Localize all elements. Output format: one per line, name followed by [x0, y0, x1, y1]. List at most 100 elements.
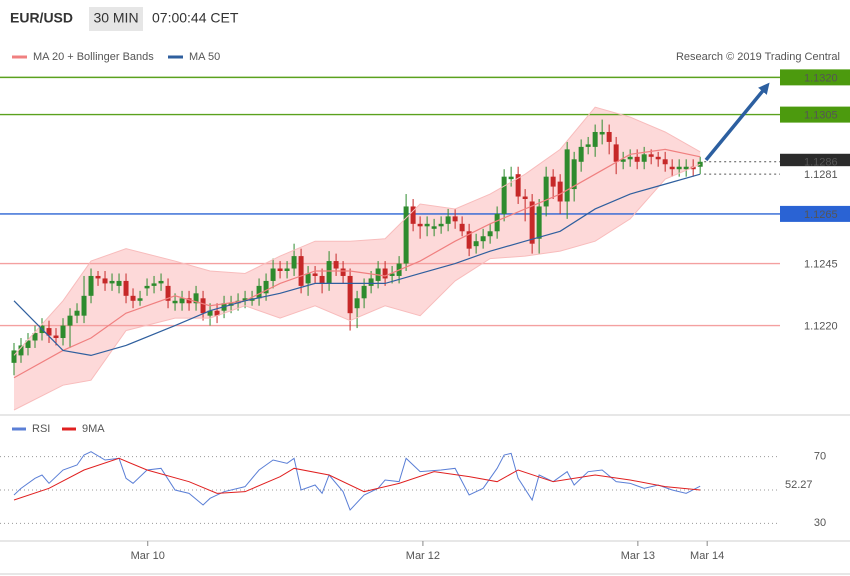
candle-body	[207, 310, 213, 316]
candle-body	[60, 325, 66, 339]
candle-body	[578, 146, 584, 162]
candle-body	[571, 159, 577, 190]
legend-label: MA 50	[189, 51, 220, 63]
level-label: 1.1281	[804, 169, 838, 181]
rsi-value-label: 52.27	[785, 479, 813, 491]
level-label: 1.1320	[804, 72, 838, 84]
candle-body	[452, 216, 458, 222]
candle-body	[53, 335, 59, 339]
candle-body	[655, 156, 661, 160]
candle-body	[354, 298, 360, 309]
y-tick-label: 30	[814, 517, 826, 529]
level-label-box	[780, 153, 850, 170]
candle-body	[445, 216, 451, 224]
band-edge	[13, 106, 701, 356]
ma-line	[13, 173, 701, 357]
candle-body	[144, 285, 150, 289]
candle-body	[298, 256, 304, 286]
level-label-box	[780, 166, 850, 183]
candle-body	[585, 144, 591, 147]
candle-body	[438, 223, 444, 227]
candle-body	[151, 283, 157, 286]
x-tick-label: Mar 14	[690, 550, 724, 562]
candle-body	[347, 275, 353, 314]
level-label-box	[780, 205, 850, 222]
candle-body	[431, 226, 437, 229]
candle-body	[417, 223, 423, 227]
x-tick-label: Mar 13	[621, 550, 655, 562]
candle-body	[459, 223, 465, 232]
candle-body	[256, 285, 262, 299]
level-label-box	[780, 106, 850, 123]
candle-body	[277, 268, 283, 271]
candle-body	[501, 176, 507, 214]
candle-body	[74, 310, 80, 316]
interval-box	[89, 7, 143, 31]
candle-body	[165, 285, 171, 301]
candle-body	[557, 181, 563, 202]
candle-body	[683, 166, 689, 170]
candle-body	[11, 350, 17, 363]
candle-body	[186, 298, 192, 304]
legend-label: 9MA	[82, 423, 105, 435]
candle-body	[270, 268, 276, 281]
candle-body	[690, 166, 696, 170]
candle-body	[333, 261, 339, 269]
candle-body	[179, 298, 185, 304]
candle-body	[312, 273, 318, 276]
level-label-box	[780, 255, 850, 272]
candle-body	[515, 174, 521, 197]
level-label-box	[780, 317, 850, 334]
candle-body	[382, 268, 388, 279]
ma-line	[13, 148, 701, 379]
legend-label: RSI	[32, 423, 50, 435]
candle-body	[480, 236, 486, 242]
level-label: 1.1220	[804, 321, 838, 333]
candle-body	[102, 278, 108, 284]
candle-body	[109, 280, 115, 284]
candle-body	[592, 131, 598, 147]
candle-body	[193, 293, 199, 304]
candle-body	[564, 149, 570, 202]
legend-label: MA 20 + Bollinger Bands	[33, 51, 154, 63]
candle-body	[410, 206, 416, 224]
candle-body	[368, 278, 374, 286]
candle-body	[648, 154, 654, 157]
x-tick-label: Mar 12	[406, 550, 440, 562]
candle-body	[487, 231, 493, 237]
candle-body	[473, 241, 479, 247]
candle-body	[641, 154, 647, 162]
y-tick-label: 70	[814, 451, 826, 463]
forecast-arrow	[704, 82, 770, 162]
candle-body	[508, 176, 514, 180]
candle-body	[550, 176, 556, 187]
candle-body	[319, 275, 325, 284]
level-label: 1.1286	[804, 157, 838, 169]
candle-body	[95, 275, 101, 279]
candle-body	[662, 159, 668, 165]
candle-body	[158, 280, 164, 284]
candle-body	[326, 261, 332, 284]
candle-body	[634, 156, 640, 162]
candle-body	[263, 280, 269, 294]
candle-body	[403, 206, 409, 264]
candle-body	[522, 196, 528, 200]
candle-body	[130, 295, 136, 301]
x-tick-label: Mar 10	[131, 550, 165, 562]
copyright: Research © 2019 Trading Central	[676, 51, 840, 63]
band-edge	[13, 163, 701, 411]
candle-body	[200, 298, 206, 314]
candle-body	[81, 295, 87, 316]
candle-body	[599, 131, 605, 135]
candle-body	[536, 206, 542, 239]
candle-body	[627, 156, 633, 160]
candle-body	[46, 328, 52, 336]
candle-body	[543, 176, 549, 207]
candle-body	[613, 144, 619, 162]
candle-body	[25, 340, 31, 348]
level-label-box	[780, 69, 850, 86]
rsi-line	[13, 451, 701, 511]
rsi-panel: 30 70 Mar 10 Mar 12 Mar 13 Mar 14 RSI 9MA 52.27	[0, 423, 826, 562]
